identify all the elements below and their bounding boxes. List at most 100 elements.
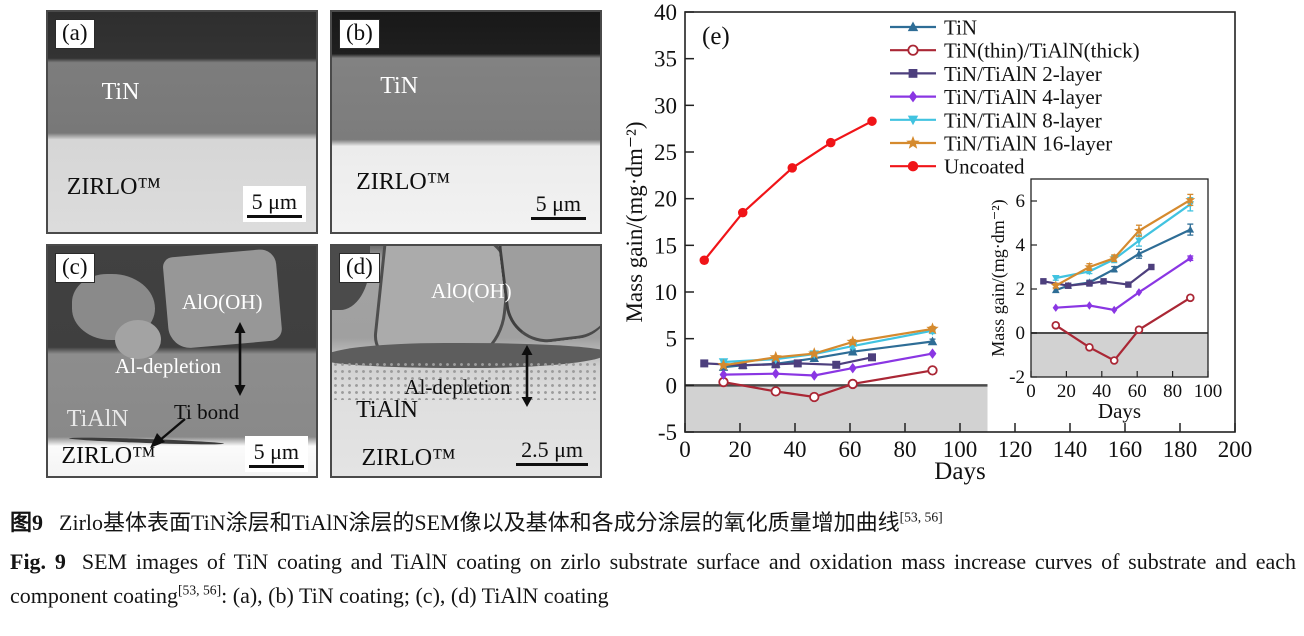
series-tin-tialn-2-layer (700, 353, 876, 370)
svg-text:80: 80 (894, 437, 917, 462)
svg-text:100: 100 (943, 437, 978, 462)
substrate-label: ZIRLO™ (61, 442, 156, 469)
svg-text:200: 200 (1218, 437, 1253, 462)
svg-text:40: 40 (654, 0, 677, 25)
svg-text:20: 20 (1057, 381, 1076, 402)
svg-text:TiN/TiAlN 2-layer: TiN/TiAlN 2-layer (944, 62, 1102, 86)
legend-item: TiN(thin)/TiAlN(thick) (890, 39, 1140, 63)
svg-text:60: 60 (839, 437, 862, 462)
svg-text:TiN/TiAlN 16-layer: TiN/TiAlN 16-layer (944, 132, 1112, 156)
double-arrow-icon (233, 321, 247, 401)
panel-label-b: (b) (339, 19, 380, 49)
coating-label: TiAlN (356, 396, 418, 423)
oxidation-mass-gain-chart: 0 20 40 60 80 100 120 140 160 180 200-505101520253… (622, 0, 1252, 485)
annotation-arrow-icon (147, 416, 189, 455)
svg-text:25: 25 (654, 140, 677, 165)
svg-text:15: 15 (654, 233, 677, 258)
series-uncoated (699, 116, 877, 266)
sem-panel-c: (c) AlO(OH) Al-depletion TiAlN Ti bond Z… (46, 244, 318, 478)
svg-text:20: 20 (654, 187, 677, 212)
svg-text:40: 40 (1092, 381, 1111, 402)
legend-item: TiN/TiAlN 2-layer (890, 62, 1102, 86)
svg-text:10: 10 (654, 280, 677, 305)
series-tin-thin-tialn-thick- (718, 365, 938, 403)
figure-caption: 图9 Zirlo基体表面TiN涂层和TiAlN涂层的SEM像以及基体和各成分涂层的… (10, 506, 1296, 618)
legend-item: Uncoated (890, 155, 1025, 179)
coating-label: TiN (380, 72, 419, 99)
caption-zh-reference: [53, 56] (899, 509, 943, 525)
svg-text:35: 35 (654, 47, 677, 72)
panel-label-a: (a) (55, 19, 95, 49)
svg-text:20: 20 (729, 437, 752, 462)
substrate-label: ZIRLO™ (361, 445, 456, 472)
coating-label: TiAlN (66, 406, 129, 432)
svg-text:0: 0 (666, 373, 678, 398)
caption-en-reference: [53, 56] (178, 582, 222, 598)
oxide-label: AlO(OH) (182, 290, 263, 314)
depletion-zone-texture (332, 361, 600, 401)
negative-mass-shade (685, 385, 988, 432)
panel-label-c: (c) (55, 253, 95, 283)
substrate-label: ZIRLO™ (66, 173, 161, 200)
y-axis-label: Mass gain/(mg·dm⁻²) (622, 121, 647, 322)
series-tin-tialn-16-layer (717, 322, 939, 371)
svg-text:TiN: TiN (944, 16, 977, 40)
svg-text:2: 2 (1016, 279, 1026, 300)
inset-y-axis-label: Mass gain/(mg·dm⁻²) (988, 199, 1009, 356)
svg-text:140: 140 (1053, 437, 1088, 462)
inset-series-tin-tialn-2-layer (1040, 263, 1155, 289)
svg-text:180: 180 (1163, 437, 1198, 462)
x-axis-label: Days (934, 458, 985, 485)
svg-text:30: 30 (654, 93, 677, 118)
legend-item: TiN/TiAlN 8-layer (890, 108, 1102, 132)
scale-bar: 5 μm (530, 192, 586, 220)
svg-text:100: 100 (1194, 381, 1223, 402)
panel-label-e: (e) (702, 23, 730, 50)
svg-text:0: 0 (1026, 381, 1036, 402)
depletion-label: Al-depletion (115, 354, 222, 379)
inset-series-tin-thin-tialn-thick- (1051, 293, 1195, 365)
svg-text:TiN(thin)/TiAlN(thick): TiN(thin)/TiAlN(thick) (944, 39, 1140, 63)
svg-text:-5: -5 (658, 420, 677, 445)
scale-bar: 5 μm (248, 440, 304, 468)
scale-bar: 5 μm (246, 190, 302, 218)
sem-panel-d: (d) AlO(OH) Al-depletion TiAlN ZIRLO™ 2.… (330, 244, 602, 478)
legend-item: TiN/TiAlN 16-layer (890, 132, 1112, 156)
depletion-label: Al-depletion (404, 375, 511, 400)
coating-label: TiN (101, 79, 140, 106)
svg-text:TiN/TiAlN 4-layer: TiN/TiAlN 4-layer (944, 85, 1102, 109)
caption-en-subparts: : (a), (b) TiN coating; (c), (d) TiAlN c… (221, 582, 609, 608)
svg-text:4: 4 (1016, 235, 1026, 256)
svg-text:80: 80 (1163, 381, 1182, 402)
oxide-label: AlO(OH) (431, 278, 512, 303)
double-arrow-icon (520, 344, 534, 412)
legend-item: TiN (890, 16, 977, 40)
inset-series-tin-tialn-16-layer (1050, 193, 1196, 290)
caption-zh-text: Zirlo基体表面TiN涂层和TiAlN涂层的SEM像以及基体和各成分涂层的氧化… (59, 510, 900, 535)
main-axes: 0 20 40 60 80 100 120 140 160 180 200-505101520253… (654, 0, 1252, 462)
inset-x-axis-label: Days (1098, 399, 1141, 423)
svg-text:6: 6 (1016, 191, 1026, 212)
svg-text:TiN/TiAlN 8-layer: TiN/TiAlN 8-layer (944, 108, 1102, 132)
sem-panel-b: (b) TiN ZIRLO™ 5 μm (330, 10, 602, 234)
caption-en-text: SEM images of TiN coating and TiAlN coat… (10, 549, 1296, 608)
svg-text:40: 40 (784, 437, 807, 462)
ti-bond-label: Ti bond (173, 400, 240, 425)
legend-item: TiN/TiAlN 4-layer (890, 85, 1102, 109)
panel-label-d: (d) (339, 253, 380, 283)
svg-text:60: 60 (1128, 381, 1147, 402)
svg-text:160: 160 (1108, 437, 1143, 462)
caption-en: Fig. 9 SEM images of TiN coating and TiAl… (10, 545, 1296, 612)
svg-text:5: 5 (666, 327, 678, 352)
caption-zh-prefix: 图9 (10, 510, 44, 535)
caption-zh: 图9 Zirlo基体表面TiN涂层和TiAlN涂层的SEM像以及基体和各成分涂层的… (10, 506, 1296, 539)
oxide-crystal (115, 319, 161, 359)
svg-text:Uncoated: Uncoated (944, 155, 1025, 179)
svg-text:0: 0 (1016, 323, 1026, 344)
substrate-label: ZIRLO™ (356, 169, 451, 196)
series-tin-tialn-4-layer (719, 348, 937, 381)
scale-bar: 2.5 μm (516, 438, 588, 466)
